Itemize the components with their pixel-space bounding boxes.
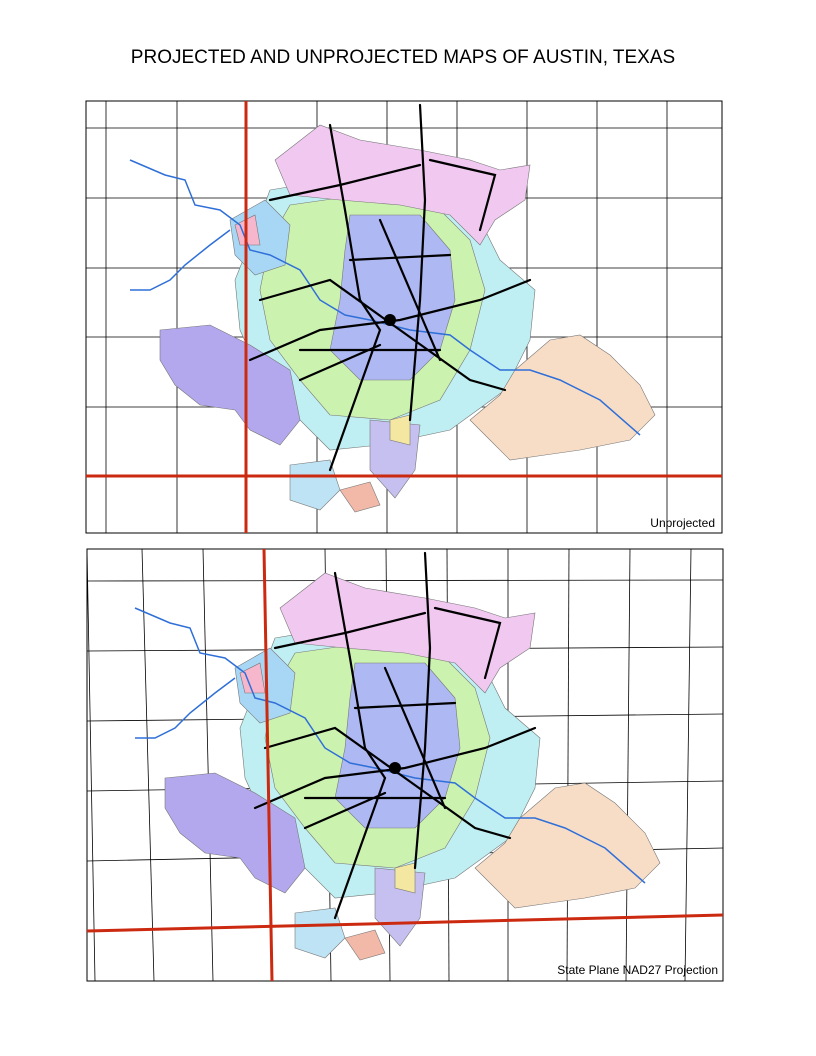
map-panel: Unprojected bbox=[85, 100, 723, 534]
grid-line bbox=[566, 548, 570, 982]
parallel bbox=[86, 913, 724, 933]
grid-line bbox=[141, 548, 155, 982]
grid-line bbox=[86, 548, 96, 982]
map-label: Unprojected bbox=[650, 516, 715, 530]
meridian bbox=[262, 548, 274, 982]
grid-line bbox=[684, 548, 692, 982]
map-panel: State Plane NAD27 Projection bbox=[86, 548, 724, 982]
grid-line bbox=[625, 548, 631, 982]
map-label: State Plane NAD27 Projection bbox=[557, 963, 718, 977]
grid-line bbox=[202, 548, 214, 982]
page-title: PROJECTED AND UNPROJECTED MAPS OF AUSTIN… bbox=[131, 47, 675, 68]
grid-line bbox=[86, 579, 724, 582]
